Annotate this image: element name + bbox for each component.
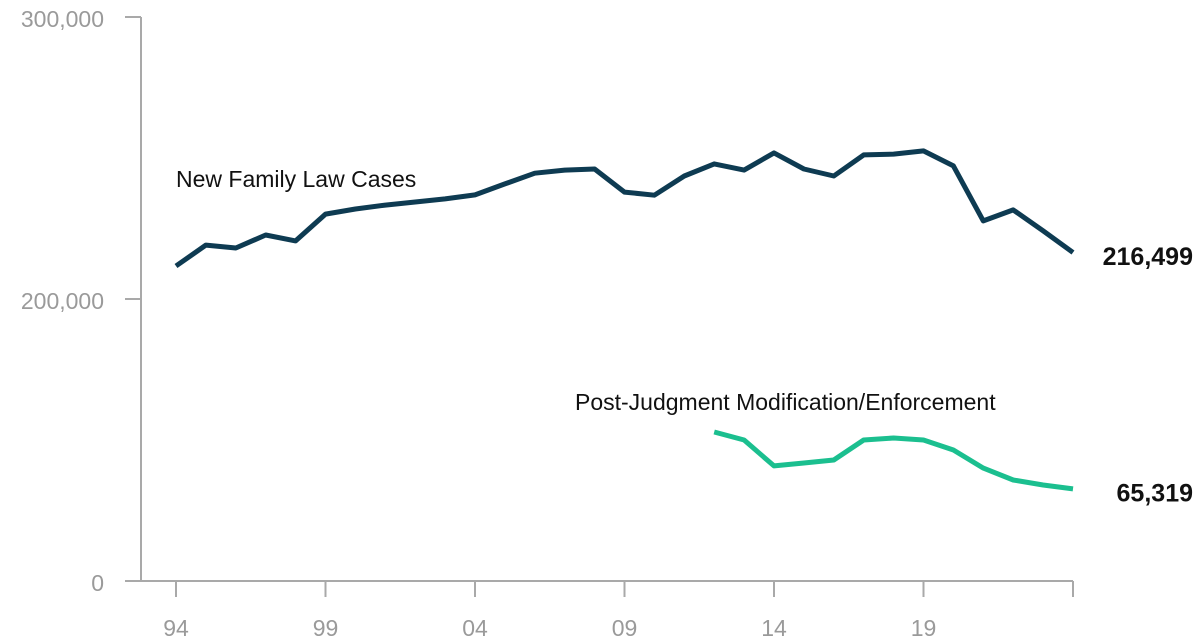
- value-label: 65,319: [1117, 480, 1193, 508]
- x-tick-label: 19: [911, 615, 937, 641]
- series-label: New Family Law Cases: [176, 166, 416, 192]
- x-tick-label: 94: [163, 615, 189, 641]
- series-line: [713, 429, 1074, 492]
- x-tick-label: 04: [462, 615, 488, 641]
- series-line: [174, 148, 1075, 269]
- x-tick-label: 14: [761, 615, 787, 641]
- y-tick-label: 200,000: [21, 288, 104, 314]
- value-label: 216,499: [1103, 243, 1193, 271]
- x-tick-label: 99: [313, 615, 339, 641]
- y-tick-label: 300,000: [21, 6, 104, 32]
- y-tick-label: 0: [91, 570, 104, 596]
- x-tick-label: 09: [612, 615, 638, 641]
- series-label: Post-Judgment Modification/Enforcement: [575, 389, 996, 415]
